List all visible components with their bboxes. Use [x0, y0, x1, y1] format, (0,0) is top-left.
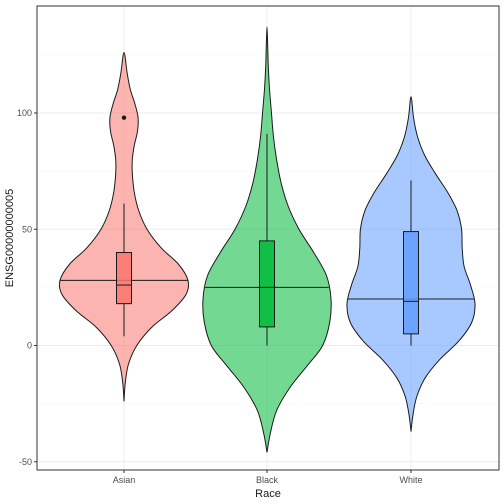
- x-tick-label: White: [399, 475, 422, 485]
- box-asian: [116, 252, 132, 305]
- outlier-point-asian: [121, 115, 127, 120]
- y-axis-ticks: -50 0 50 100: [17, 108, 37, 467]
- x-axis-ticks: Asian Black White: [113, 470, 423, 485]
- plot-panel-border: [36, 5, 500, 471]
- box-layer: [116, 115, 419, 346]
- x-tick-label: Black: [256, 475, 279, 485]
- y-tick-label: -50: [19, 457, 32, 467]
- x-axis-title: Race: [255, 488, 281, 500]
- box-white: [403, 231, 419, 335]
- y-axis-title: ENSG00000000005: [4, 189, 16, 287]
- y-tick-label: 0: [27, 341, 32, 351]
- x-tick-label: Asian: [113, 475, 136, 485]
- box-black: [259, 240, 275, 328]
- y-tick-label: 100: [17, 108, 32, 118]
- y-tick-label: 50: [22, 224, 32, 234]
